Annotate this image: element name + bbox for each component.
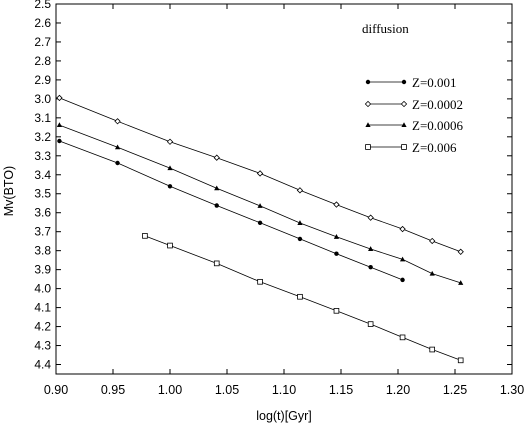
legend-marker — [401, 144, 407, 150]
data-point — [429, 270, 435, 276]
y-tick-label: 3.4 — [34, 168, 51, 182]
y-tick-label: 4.3 — [34, 339, 51, 353]
legend-marker — [401, 79, 407, 85]
y-tick-label: 2.9 — [34, 73, 51, 87]
data-point — [368, 264, 373, 270]
y-tick-label: 2.7 — [34, 35, 51, 49]
series-3 — [56, 122, 464, 285]
data-point — [458, 280, 464, 285]
data-point — [457, 248, 464, 255]
data-point — [257, 203, 263, 208]
data-point — [214, 203, 219, 208]
y-tick-label: 3.0 — [34, 92, 51, 106]
data-point — [213, 154, 220, 161]
data-point — [56, 122, 63, 128]
series-2 — [56, 94, 464, 255]
data-point — [457, 357, 464, 364]
data-point — [333, 308, 340, 314]
y-tick-label: 3.6 — [34, 206, 51, 220]
data-point — [399, 334, 406, 341]
annotation-text: diffusion — [362, 21, 409, 36]
data-point — [296, 187, 304, 194]
y-tick-label: 2.6 — [34, 16, 51, 30]
data-point — [297, 293, 303, 300]
series-line — [144, 235, 461, 361]
data-point — [57, 138, 62, 144]
series-layer — [56, 94, 464, 364]
data-point — [400, 277, 405, 283]
data-point — [115, 160, 120, 166]
data-point — [368, 246, 374, 251]
y-tick-label: 4.0 — [34, 282, 51, 296]
y-tick-label: 4.4 — [34, 358, 51, 372]
y-tick-label: 3.9 — [34, 263, 51, 277]
data-point — [429, 346, 435, 353]
data-point — [56, 94, 63, 102]
x-tick-label: 1.25 — [443, 383, 467, 397]
y-tick-label: 3.2 — [34, 130, 51, 144]
data-point — [429, 237, 436, 245]
x-tick-label: 1.15 — [329, 383, 353, 397]
legend-item: Z=0.001 — [365, 75, 457, 90]
data-point — [297, 236, 303, 242]
legend-label: Z=0.0006 — [412, 118, 464, 133]
data-point — [256, 170, 264, 177]
x-tick-label: 1.00 — [158, 383, 182, 397]
legend-label: Z=0.001 — [412, 75, 457, 90]
legend-label: Z=0.0002 — [412, 97, 463, 112]
legend-item: Z=0.0006 — [365, 118, 464, 133]
x-tick-label: 0.90 — [44, 383, 68, 397]
ticks-layer: 2.5 2.6 2.7 2.8 2.9 3.0 3.1 3.2 3.3 3.4 3.5 3.6 3.7 3… — [34, 0, 524, 397]
x-tick-label: 1.05 — [215, 383, 239, 397]
legend-marker — [401, 122, 407, 127]
data-point — [213, 260, 220, 267]
x-tick-label: 1.30 — [500, 383, 524, 397]
x-axis-title: log(t)[Gyr] — [256, 409, 312, 423]
data-point — [114, 118, 121, 125]
legend-label: Z=0.006 — [412, 140, 457, 155]
data-point — [297, 220, 303, 225]
y-tick-label: 2.8 — [34, 54, 51, 68]
legend: Z=0.001 Z=0.0002 Z=0.0006 Z=0.006 — [364, 75, 464, 155]
legend-marker — [365, 79, 371, 85]
y-tick-label: 3.3 — [34, 149, 51, 163]
data-point — [167, 242, 173, 249]
data-point — [257, 278, 263, 285]
data-point — [367, 321, 374, 327]
data-point — [333, 201, 340, 208]
legend-item: Z=0.006 — [365, 140, 457, 155]
plot-frame — [55, 3, 513, 375]
legend-marker — [365, 122, 371, 127]
data-point — [399, 225, 406, 233]
y-tick-label: 2.5 — [34, 0, 51, 11]
data-point — [167, 165, 173, 171]
data-point — [214, 185, 220, 191]
y-tick-label: 3.7 — [34, 225, 51, 239]
data-point — [333, 234, 340, 239]
series-4 — [142, 233, 464, 364]
y-tick-label: 4.2 — [34, 320, 51, 334]
data-point — [114, 144, 121, 150]
data-point — [399, 256, 406, 262]
data-point — [167, 184, 173, 189]
legend-marker — [365, 144, 371, 150]
x-tick-label: 0.95 — [101, 383, 125, 397]
legend-marker — [364, 100, 372, 108]
y-axis-title: Mv(BTO) — [2, 166, 16, 216]
x-tick-label: 1.20 — [386, 383, 410, 397]
data-point — [367, 214, 374, 221]
data-point — [166, 138, 174, 145]
legend-item: Z=0.0002 — [364, 97, 463, 112]
legend-marker — [400, 100, 408, 108]
data-point — [142, 233, 148, 239]
series-1 — [57, 138, 405, 283]
y-tick-label: 3.8 — [34, 244, 51, 258]
y-tick-label: 3.1 — [34, 111, 51, 125]
x-tick-label: 1.10 — [272, 383, 296, 397]
data-point — [334, 251, 339, 256]
y-tick-label: 4.1 — [34, 301, 51, 315]
data-point — [257, 220, 263, 225]
y-tick-label: 3.5 — [34, 187, 51, 201]
